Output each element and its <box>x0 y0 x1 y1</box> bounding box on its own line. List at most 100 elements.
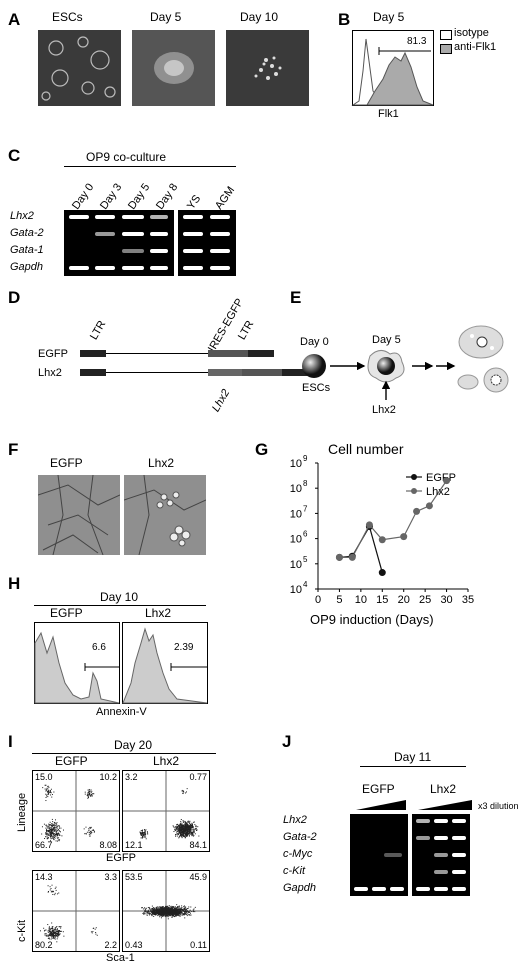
quad-value: 84.1 <box>189 840 207 850</box>
col-day8: Day 8 <box>154 181 181 212</box>
panel-i-top-ylabel: Lineage <box>16 792 28 832</box>
data-point-lhx2 <box>335 553 343 561</box>
col-day3: Day 3 <box>98 181 125 212</box>
chart-title: Cell number <box>328 441 404 457</box>
panel-i-bottom-xlabel: Sca-1 <box>106 952 135 964</box>
panel-i-title-line <box>32 753 216 754</box>
flk1-gate-value: 81.3 <box>407 36 427 47</box>
panel-i-bottom-ylabel: c-Kit <box>16 920 28 942</box>
gene-gata2: Gata-2 <box>10 227 44 239</box>
legend-marker-egfp <box>411 474 417 480</box>
col-agm: AGM <box>213 184 238 212</box>
panel-e-day0: Day 0 <box>300 336 329 348</box>
panel-j-gel-egfp <box>350 814 408 896</box>
y-tick-exponent: 7 <box>303 504 308 513</box>
panel-label-c: C <box>8 146 21 165</box>
panel-e-factor: Lhx2 <box>372 404 396 416</box>
annexin-histogram-lhx2 <box>122 622 208 704</box>
panel-j-gene-ckit: c-Kit <box>283 865 305 877</box>
y-tick-exponent: 5 <box>303 555 308 564</box>
quad-value: 15.0 <box>35 772 53 782</box>
quad-value: 10.2 <box>99 772 117 782</box>
panel-h-xlabel: Annexin-V <box>96 706 147 718</box>
legend-label-anti-flk1: anti-Flk1 <box>454 41 497 53</box>
panel-j-group-lhx2: Lhx2 <box>430 782 457 796</box>
flk1-histogram <box>351 30 434 106</box>
panel-f-label-egfp: EGFP <box>50 456 83 470</box>
annexin-value-lhx2: 2.39 <box>174 642 194 653</box>
egfp-op9-micrograph <box>38 475 120 555</box>
quad-value: 12.1 <box>125 840 143 850</box>
panel-a-label-day10: Day 10 <box>240 10 279 24</box>
lhx2-op9-micrograph <box>124 475 206 555</box>
col-day0: Day 0 <box>70 181 97 212</box>
panel-label-h: H <box>8 574 21 593</box>
data-point-lhx2 <box>413 507 421 515</box>
series-line-egfp <box>339 525 383 573</box>
flow-plot-lineage-lhx2: 3.2 0.77 12.1 84.1 <box>122 770 210 852</box>
day5-micrograph <box>132 30 215 106</box>
y-tick-label: 10 <box>290 559 302 571</box>
panel-i-group-lhx2: Lhx2 <box>153 754 180 768</box>
x-tick-label: 10 <box>355 594 367 606</box>
panel-i-title: Day 20 <box>114 738 153 752</box>
panel-label-a: A <box>8 10 21 29</box>
panel-label-j: J <box>282 732 292 751</box>
data-point-lhx2 <box>348 553 356 561</box>
panel-i-group-egfp: EGFP <box>55 754 88 768</box>
dilution-label: x3 dilution <box>478 801 519 811</box>
gene-lhx2: Lhx2 <box>10 210 34 222</box>
panel-label-b: B <box>338 10 351 29</box>
flow-plot-ckit-egfp: 14.3 3.3 80.2 2.2 <box>32 870 120 952</box>
flow-plot-lineage-egfp: 15.0 10.2 66.7 8.08 <box>32 770 120 852</box>
panel-label-g: G <box>255 440 269 459</box>
escs-micrograph <box>38 30 121 106</box>
panel-label-i: I <box>8 732 13 751</box>
data-point-lhx2 <box>425 502 433 510</box>
y-tick-label: 10 <box>290 584 302 596</box>
panel-f-label-lhx2: Lhx2 <box>148 456 175 470</box>
legend-label-lhx2: Lhx2 <box>426 486 450 498</box>
y-tick-label: 10 <box>290 458 302 470</box>
panel-c-gel-op9 <box>64 210 174 276</box>
panel-j-title-line <box>360 766 466 767</box>
panel-j-title: Day 11 <box>394 750 432 764</box>
panel-label-e: E <box>290 288 302 307</box>
y-tick-label: 10 <box>290 508 302 520</box>
panel-h-title-line <box>34 605 206 606</box>
x-tick-label: 25 <box>419 594 431 606</box>
data-point-lhx2 <box>443 477 451 485</box>
quad-value: 3.3 <box>104 872 117 882</box>
panel-h-group-egfp: EGFP <box>50 606 83 620</box>
panel-b-xlabel: Flk1 <box>378 108 399 120</box>
annexin-histogram-egfp <box>34 622 120 704</box>
legend-swatch-anti-flk1 <box>440 44 452 54</box>
y-tick-exponent: 4 <box>303 580 308 589</box>
panel-a-label-escs: ESCs <box>52 10 83 24</box>
x-tick-label: 0 <box>315 594 321 606</box>
y-tick-exponent: 9 <box>303 454 308 463</box>
x-tick-label: 30 <box>440 594 452 606</box>
ltr-right-label: LTR <box>236 318 257 342</box>
quad-value: 80.2 <box>35 940 53 950</box>
x-tick-label: 35 <box>462 594 474 606</box>
panel-c-gel-tissue <box>178 210 236 276</box>
panel-j-gene-cmyc: c-Myc <box>283 848 313 860</box>
panel-j-gene-gata2: Gata-2 <box>283 831 317 843</box>
panel-j-gel-lhx2 <box>412 814 470 896</box>
data-point-lhx2 <box>365 521 373 529</box>
panel-j-gene-lhx2: Lhx2 <box>283 814 307 826</box>
chart-xlabel: OP9 induction (Days) <box>310 612 434 627</box>
panel-j-group-egfp: EGFP <box>362 782 395 796</box>
flow-plot-ckit-lhx2: 53.5 45.9 0.43 0.11 <box>122 870 210 952</box>
dilution-wedges <box>356 800 472 810</box>
gene-gata1: Gata-1 <box>10 244 44 256</box>
construct-lhx2-label: Lhx2 <box>38 367 62 379</box>
panel-i-top-xlabel: EGFP <box>106 852 136 864</box>
quad-value: 0.43 <box>125 940 143 950</box>
quad-value: 0.11 <box>190 940 207 950</box>
panel-c-header: OP9 co-culture <box>86 150 167 164</box>
quad-value: 45.9 <box>189 872 207 882</box>
panel-a-label-day5: Day 5 <box>150 10 182 24</box>
